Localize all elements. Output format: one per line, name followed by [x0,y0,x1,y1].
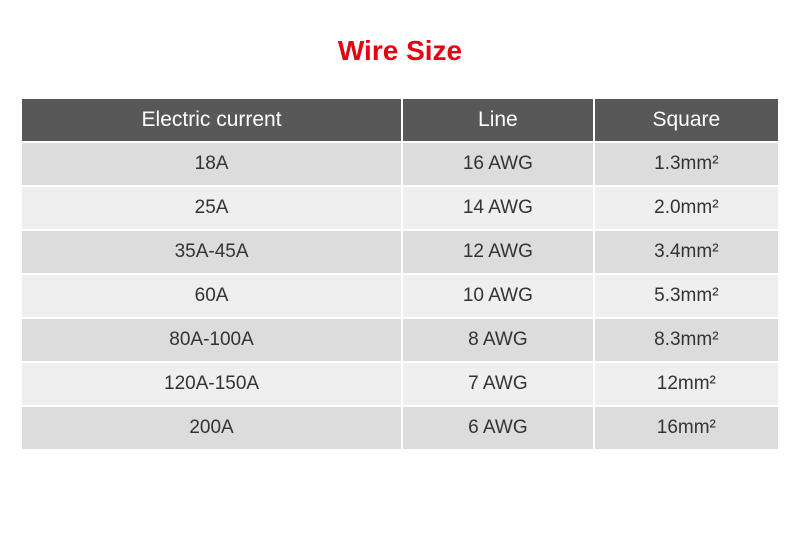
cell-line: 10 AWG [403,275,593,317]
cell-current: 60A [22,275,401,317]
cell-current: 200A [22,407,401,449]
col-header-square: Square [595,99,778,141]
cell-line: 8 AWG [403,319,593,361]
wire-size-table-container: Electric current Line Square 18A 16 AWG … [20,97,780,451]
cell-line: 16 AWG [403,143,593,185]
table-row: 200A 6 AWG 16mm² [22,407,778,449]
cell-square: 8.3mm² [595,319,778,361]
table-row: 60A 10 AWG 5.3mm² [22,275,778,317]
cell-current: 120A-150A [22,363,401,405]
table-row: 80A-100A 8 AWG 8.3mm² [22,319,778,361]
cell-line: 7 AWG [403,363,593,405]
cell-square: 1.3mm² [595,143,778,185]
cell-square: 5.3mm² [595,275,778,317]
cell-current: 25A [22,187,401,229]
table-row: 18A 16 AWG 1.3mm² [22,143,778,185]
col-header-line: Line [403,99,593,141]
table-body: 18A 16 AWG 1.3mm² 25A 14 AWG 2.0mm² 35A-… [22,143,778,449]
cell-line: 6 AWG [403,407,593,449]
cell-line: 12 AWG [403,231,593,273]
cell-current: 80A-100A [22,319,401,361]
page-title: Wire Size [0,35,800,67]
cell-square: 16mm² [595,407,778,449]
cell-square: 12mm² [595,363,778,405]
table-header-row: Electric current Line Square [22,99,778,141]
cell-square: 3.4mm² [595,231,778,273]
col-header-current: Electric current [22,99,401,141]
table-row: 25A 14 AWG 2.0mm² [22,187,778,229]
table-row: 35A-45A 12 AWG 3.4mm² [22,231,778,273]
cell-current: 18A [22,143,401,185]
cell-current: 35A-45A [22,231,401,273]
wire-size-table: Electric current Line Square 18A 16 AWG … [20,97,780,451]
table-row: 120A-150A 7 AWG 12mm² [22,363,778,405]
cell-line: 14 AWG [403,187,593,229]
cell-square: 2.0mm² [595,187,778,229]
